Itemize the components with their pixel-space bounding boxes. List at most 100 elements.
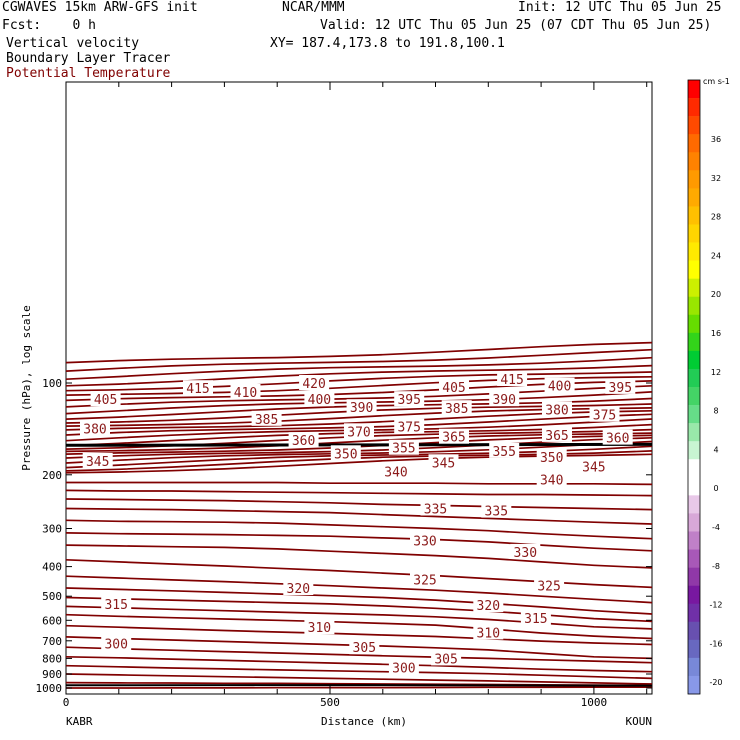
contour-label: 340 <box>540 473 563 488</box>
contour-label-bg <box>288 432 319 448</box>
contour-label: 415 <box>500 373 523 388</box>
colorbar-tick-label: 12 <box>711 368 721 377</box>
contour-label: 350 <box>334 447 357 462</box>
contour-label: 385 <box>255 413 278 428</box>
contour-label: 355 <box>392 442 415 457</box>
y-tick-label: 600 <box>42 614 62 627</box>
contour-label-bg <box>251 410 282 426</box>
contour-label-bg <box>410 532 440 548</box>
contour-label: 395 <box>609 381 632 396</box>
contour-label-bg <box>420 500 451 516</box>
contour-label-bg <box>330 445 361 461</box>
contour-label: 360 <box>292 434 315 449</box>
contour-label-bg <box>489 391 520 407</box>
colorbar-swatch <box>688 134 700 153</box>
colorbar-swatch <box>688 224 700 243</box>
forecast-hour: Fcst: 0 h <box>2 18 96 33</box>
contour-label: 310 <box>308 621 331 636</box>
contour-label-bg <box>431 650 462 666</box>
theta-contour <box>65 489 653 497</box>
contour-label-bg <box>510 543 541 559</box>
contour-label: 345 <box>86 455 109 470</box>
field-label-potential-temperature: Potential Temperature <box>6 66 171 81</box>
contour-label-bg <box>304 619 335 635</box>
y-tick-label: 800 <box>42 652 62 665</box>
contour-label-bg <box>346 399 377 415</box>
colorbar-tick-label: -12 <box>709 601 722 610</box>
contour-label-bg <box>542 426 572 442</box>
contour-label-bg <box>481 502 512 518</box>
contour-label: 400 <box>308 393 331 408</box>
contour-label-bg <box>349 639 380 655</box>
contour-label: 315 <box>524 612 547 627</box>
colorbar-swatch <box>688 477 700 496</box>
colorbar-swatch <box>688 98 700 117</box>
contour-label-bg <box>82 452 113 468</box>
contour-label-bg <box>589 406 620 422</box>
contour-label: 365 <box>545 429 568 444</box>
contour-label-bg <box>344 423 374 439</box>
contour-label-bg <box>381 463 411 479</box>
y-tick-label: 1000 <box>36 682 63 695</box>
organization: NCAR/MMM <box>282 0 345 15</box>
colorbar-unit-label: cm s-1 <box>703 77 730 86</box>
colorbar-tick-label: -4 <box>712 523 720 532</box>
contour-label-bg <box>101 595 132 611</box>
field-label-vertical-velocity: Vertical velocity <box>6 36 140 51</box>
colorbar-swatch <box>688 80 700 99</box>
theta-contour <box>65 587 653 615</box>
contour-label-bg <box>388 439 419 455</box>
theta-contour <box>65 664 653 680</box>
colorbar-swatch <box>688 567 700 586</box>
theta-contour <box>65 519 653 540</box>
contour-label: 300 <box>104 638 127 653</box>
y-tick-label: 400 <box>42 561 62 574</box>
colorbar-swatch <box>688 531 700 550</box>
contour-label: 340 <box>384 466 407 481</box>
contour-label: 350 <box>540 451 563 466</box>
contour-label-bg <box>602 429 633 445</box>
colorbar-swatch <box>688 188 700 207</box>
contour-label-bg <box>283 580 314 595</box>
theta-contour <box>65 371 653 392</box>
colorbar-swatch <box>688 441 700 460</box>
contour-label-bg <box>230 384 261 399</box>
contour-label-bg <box>439 428 469 444</box>
contour-label: 315 <box>104 598 127 613</box>
contour-label-bg <box>542 401 572 417</box>
colorbar-swatch <box>688 657 700 677</box>
colorbar-swatch <box>688 387 700 406</box>
colorbar-tick-label: -8 <box>712 562 720 571</box>
colorbar-swatch <box>688 585 700 605</box>
tracer-line-lower <box>65 684 653 687</box>
contour-label: 365 <box>442 431 465 446</box>
contour-label: 390 <box>350 401 373 416</box>
contour-label: 400 <box>548 380 571 395</box>
contour-label-bg <box>441 400 472 416</box>
colorbar-swatch <box>688 170 700 189</box>
contour-label-bg <box>90 391 121 407</box>
model-title: CGWAVES 15km ARW-GFS init <box>2 0 198 15</box>
contour-label: 380 <box>545 403 568 418</box>
contour-label-bg <box>544 377 575 393</box>
contour-label-bg <box>578 458 609 474</box>
contour-label: 325 <box>413 573 436 588</box>
theta-contour <box>65 498 653 511</box>
contour-label-bg <box>183 380 213 396</box>
y-tick-label: 500 <box>42 590 62 603</box>
colorbar-tick-label: 32 <box>711 174 721 183</box>
contour-label: 375 <box>593 409 616 424</box>
contour-label: 380 <box>83 423 106 438</box>
x-tick-label: 0 <box>63 696 70 709</box>
contour-label-bg <box>497 371 528 386</box>
field-label-boundary-layer-tracer: Boundary Layer Tracer <box>6 51 171 66</box>
contour-label-bg <box>439 378 469 394</box>
contour-label: 415 <box>186 382 209 397</box>
contour-label-bg <box>394 418 425 434</box>
theta-contour <box>65 356 653 381</box>
y-tick-label: 700 <box>42 635 62 648</box>
theta-contour <box>66 686 652 689</box>
contour-label-bg <box>520 610 551 626</box>
contour-label: 335 <box>485 505 508 520</box>
